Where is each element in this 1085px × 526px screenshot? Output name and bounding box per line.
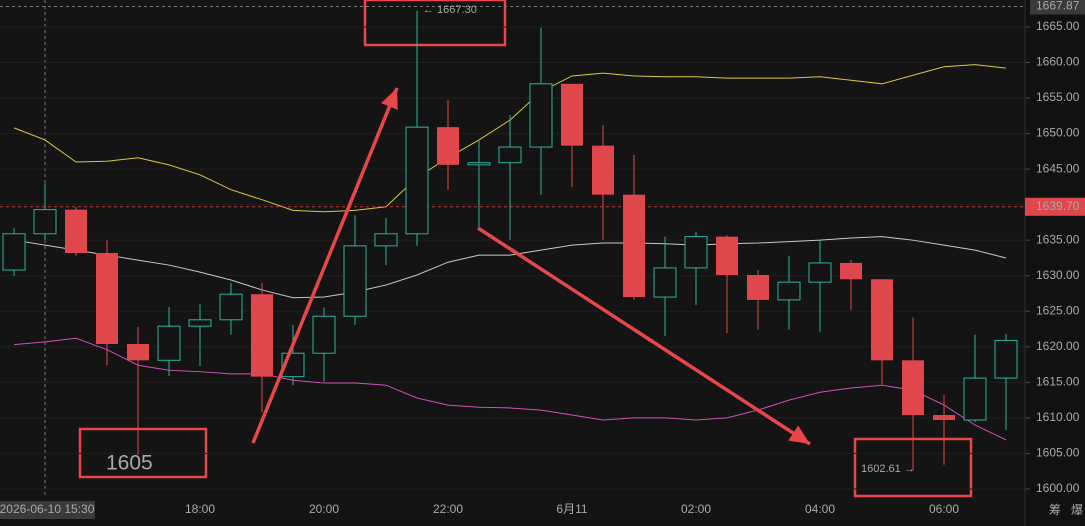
- x-tick-label: 04:00: [805, 502, 835, 516]
- crosshair-x-tag: [0, 501, 95, 519]
- candle-body: [65, 209, 87, 253]
- price-tag-label: 1639.70: [1036, 199, 1080, 213]
- candle-body: [623, 194, 645, 298]
- crosshair-label: 1667.87: [1036, 0, 1080, 13]
- x-tick-label: 2026-06-10 15:30: [0, 502, 95, 516]
- candle-body: [716, 236, 738, 276]
- x-tick-label: 06:00: [929, 502, 959, 516]
- candle-body: [808, 262, 832, 283]
- crosshair-tag: [1030, 0, 1085, 15]
- candle-body: [777, 281, 801, 301]
- candle-body: [747, 275, 769, 300]
- axis-panel: [1025, 0, 1085, 526]
- candle-body: [219, 293, 243, 321]
- band-line: [13, 337, 1007, 441]
- y-tick-label: 1615.00: [1036, 375, 1080, 389]
- candle-body: [871, 279, 893, 361]
- candle-body: [312, 315, 336, 354]
- annotation-arrow: [477, 226, 811, 446]
- corner-button[interactable]: 爆: [1071, 503, 1083, 517]
- candle-body: [653, 267, 677, 298]
- y-tick-label: 1665.00: [1036, 19, 1080, 33]
- candle-body: [840, 262, 862, 280]
- y-tick-label: 1650.00: [1036, 126, 1080, 140]
- x-tick-label: 22:00: [433, 502, 463, 516]
- candle-body: [561, 83, 583, 146]
- annotation-box: [363, 0, 507, 47]
- candle-body: [374, 233, 398, 247]
- y-tick-label: 1660.00: [1036, 55, 1080, 69]
- y-tick-label: 1635.00: [1036, 232, 1080, 246]
- candle-body: [437, 127, 459, 165]
- x-tick-label: 6月11: [556, 502, 587, 516]
- y-tick-label: 1600.00: [1036, 481, 1080, 495]
- candle-body: [405, 126, 429, 235]
- y-tick-label: 1625.00: [1036, 303, 1080, 317]
- y-tick-label: 1620.00: [1036, 339, 1080, 353]
- annotation: 1602.61 →: [861, 463, 915, 475]
- arrow-head: [381, 88, 398, 110]
- candle-body: [127, 343, 149, 361]
- candle-body: [96, 252, 118, 344]
- x-tick-label: 18:00: [185, 502, 215, 516]
- band-line: [13, 236, 1007, 299]
- y-tick-label: 1630.00: [1036, 268, 1080, 282]
- arrow-head: [788, 425, 810, 444]
- candle-body: [2, 233, 26, 271]
- candle-body: [933, 415, 955, 421]
- candle-body: [498, 146, 522, 164]
- candle-body: [592, 145, 614, 195]
- x-tick-label: 02:00: [681, 502, 711, 516]
- y-tick-label: 1605.00: [1036, 446, 1080, 460]
- y-tick-label: 1655.00: [1036, 90, 1080, 104]
- candle-body: [902, 360, 924, 416]
- candle-body: [33, 209, 57, 235]
- y-tick-label: 1610.00: [1036, 410, 1080, 424]
- candle-body: [188, 319, 212, 327]
- annotation-arrow: [251, 87, 399, 444]
- candle-body: [251, 294, 273, 377]
- x-tick-label: 20:00: [309, 502, 339, 516]
- candle-body: [684, 236, 708, 269]
- candle-body: [994, 339, 1018, 379]
- candle-body: [529, 83, 553, 148]
- corner-button[interactable]: 筹: [1049, 503, 1061, 517]
- y-tick-label: 1645.00: [1036, 161, 1080, 175]
- candle-body: [157, 325, 181, 361]
- price-tag: [1025, 197, 1085, 216]
- annotation: 1605: [106, 452, 153, 475]
- candle-body: [963, 377, 987, 421]
- annotation: ← 1667.30: [423, 4, 477, 16]
- candle-body: [343, 245, 367, 317]
- candle-body: [467, 162, 491, 166]
